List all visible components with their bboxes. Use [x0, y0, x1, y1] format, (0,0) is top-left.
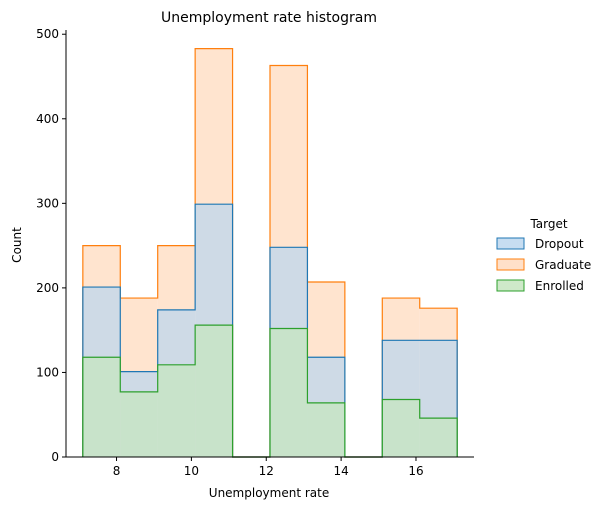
- bar-enrolled-5: [270, 328, 308, 457]
- legend-label-graduate: Graduate: [535, 258, 591, 272]
- y-tick-label: 100: [36, 365, 59, 379]
- legend-item-dropout: Dropout: [496, 237, 584, 251]
- bar-enrolled-3: [195, 325, 233, 457]
- x-tick-label: 8: [113, 464, 121, 478]
- y-axis-label: Count: [10, 227, 24, 263]
- bar-enrolled-9: [419, 418, 458, 457]
- legend-swatch-graduate: [496, 258, 525, 271]
- bar-enrolled-8: [382, 399, 420, 457]
- axes: 8 10 12 14 16 0 100 200 300 400 500: [36, 27, 474, 478]
- y-tick-label: 400: [36, 112, 59, 126]
- x-tick-label: 10: [184, 464, 199, 478]
- legend-swatch-dropout: [496, 237, 525, 250]
- legend-label-enrolled: Enrolled: [535, 279, 584, 293]
- legend-title: Target: [529, 217, 567, 231]
- histogram-bars: [82, 48, 458, 458]
- series-enrolled: [82, 324, 458, 458]
- x-tick-label: 12: [259, 464, 274, 478]
- x-tick-label: 14: [333, 464, 348, 478]
- x-tick-label: 16: [408, 464, 423, 478]
- y-tick-label: 200: [36, 281, 59, 295]
- legend-label-dropout: Dropout: [535, 237, 584, 251]
- bar-enrolled-0: [82, 357, 121, 457]
- y-tick-label: 0: [51, 450, 59, 464]
- bar-enrolled-2: [157, 364, 196, 457]
- x-axis-label: Unemployment rate: [209, 486, 329, 500]
- y-tick-label: 500: [36, 27, 59, 41]
- chart-title: Unemployment rate histogram: [161, 10, 377, 26]
- y-tick-label: 300: [36, 196, 59, 210]
- outline-enrolled: [82, 324, 458, 458]
- legend-item-enrolled: Enrolled: [496, 279, 584, 293]
- bar-enrolled-6: [307, 402, 345, 457]
- bar-enrolled-1: [120, 391, 158, 457]
- legend-swatch-enrolled: [496, 279, 525, 292]
- legend: Target Dropout Graduate Enrolled: [496, 217, 591, 293]
- legend-item-graduate: Graduate: [496, 258, 591, 272]
